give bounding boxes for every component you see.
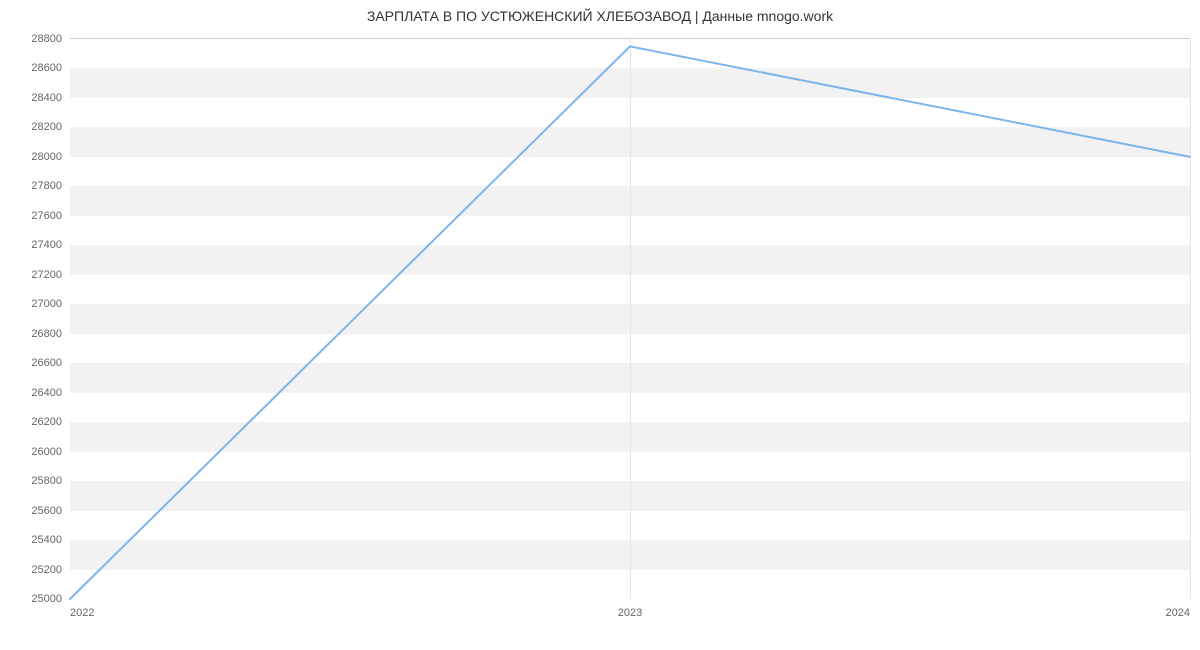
- y-tick-label: 27000: [31, 298, 70, 310]
- y-tick-label: 27200: [31, 269, 70, 281]
- chart-title: ЗАРПЛАТА В ПО УСТЮЖЕНСКИЙ ХЛЕБОЗАВОД | Д…: [0, 8, 1200, 24]
- y-tick-label: 25600: [31, 505, 70, 517]
- plot-area: 2500025200254002560025800260002620026400…: [70, 38, 1190, 599]
- y-tick-label: 25000: [31, 593, 70, 605]
- y-tick-label: 28800: [31, 33, 70, 45]
- y-tick-label: 25400: [31, 534, 70, 546]
- y-tick-label: 28600: [31, 62, 70, 74]
- y-tick-label: 25800: [31, 475, 70, 487]
- y-tick-label: 26400: [31, 387, 70, 399]
- x-grid-line: [1190, 39, 1191, 599]
- x-tick-label: 2022: [70, 599, 94, 619]
- y-tick-label: 27600: [31, 210, 70, 222]
- x-tick-label: 2023: [618, 599, 642, 619]
- y-tick-label: 28400: [31, 92, 70, 104]
- y-tick-label: 26600: [31, 357, 70, 369]
- x-tick-label: 2024: [1166, 599, 1190, 619]
- y-tick-label: 26800: [31, 328, 70, 340]
- y-tick-label: 28200: [31, 121, 70, 133]
- series-line-salary: [70, 46, 1190, 599]
- salary-line-chart: ЗАРПЛАТА В ПО УСТЮЖЕНСКИЙ ХЛЕБОЗАВОД | Д…: [0, 0, 1200, 650]
- y-tick-label: 27400: [31, 239, 70, 251]
- y-tick-label: 27800: [31, 180, 70, 192]
- series-svg: [70, 39, 1190, 599]
- y-tick-label: 28000: [31, 151, 70, 163]
- y-tick-label: 26000: [31, 446, 70, 458]
- y-tick-label: 25200: [31, 564, 70, 576]
- y-tick-label: 26200: [31, 416, 70, 428]
